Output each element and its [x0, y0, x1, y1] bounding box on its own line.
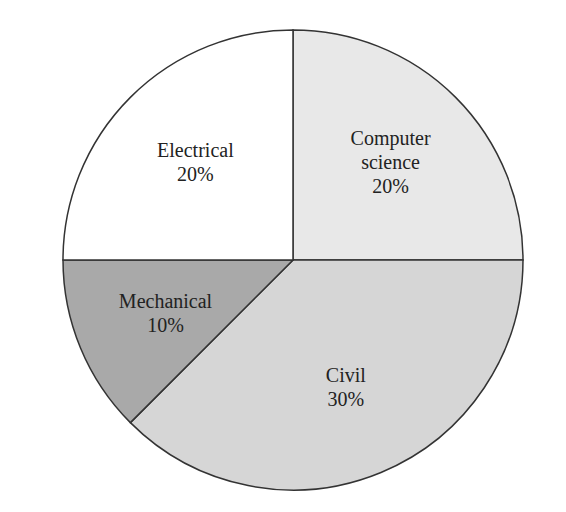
svg-text:Mechanical10%: Mechanical10% — [119, 290, 213, 336]
svg-text:Electrical20%: Electrical20% — [157, 139, 234, 185]
svg-text:Computerscience20%: Computerscience20% — [351, 127, 431, 197]
svg-text:Civil30%: Civil30% — [326, 364, 366, 410]
